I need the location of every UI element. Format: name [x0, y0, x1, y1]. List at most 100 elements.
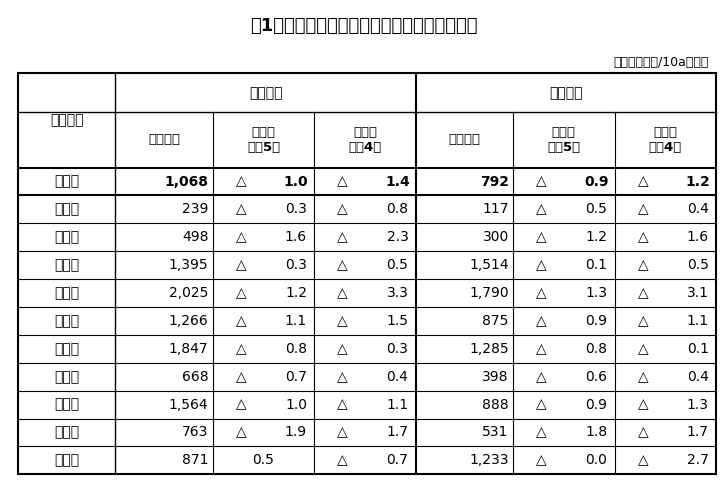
Text: 増減率
令和4年: 増減率 令和4年: [348, 126, 382, 154]
Text: 531: 531: [482, 426, 509, 440]
Text: △: △: [236, 314, 246, 328]
Text: 1.1: 1.1: [387, 398, 409, 412]
Text: 0.5: 0.5: [585, 202, 607, 216]
Text: 117: 117: [482, 202, 509, 216]
Text: △: △: [638, 342, 648, 356]
Text: 1,790: 1,790: [469, 286, 509, 300]
Text: △: △: [638, 369, 648, 384]
Text: 増減率
令和5年: 増減率 令和5年: [247, 126, 280, 154]
Text: △: △: [537, 314, 547, 328]
Text: （単位：千円/10a、％）: （単位：千円/10a、％）: [614, 56, 709, 69]
Text: 1.5: 1.5: [387, 314, 409, 328]
Text: 増減率
令和4年: 増減率 令和4年: [648, 126, 682, 154]
Text: 792: 792: [480, 174, 509, 188]
Text: 668: 668: [182, 369, 209, 384]
Text: 平均価格: 平均価格: [148, 133, 180, 146]
Text: 498: 498: [182, 230, 209, 244]
Text: 2.7: 2.7: [687, 454, 709, 468]
Text: △: △: [638, 426, 648, 440]
Text: 近　畿: 近 畿: [55, 342, 79, 356]
Text: 沖　縄: 沖 縄: [55, 454, 79, 468]
Text: △: △: [236, 426, 246, 440]
Text: 398: 398: [482, 369, 509, 384]
Text: 東　海: 東 海: [55, 286, 79, 300]
Text: 888: 888: [482, 398, 509, 412]
Text: △: △: [537, 369, 547, 384]
Text: 0.8: 0.8: [387, 202, 409, 216]
Text: 九　州: 九 州: [55, 426, 79, 440]
Text: △: △: [537, 174, 547, 188]
Text: 1.1: 1.1: [285, 314, 307, 328]
Text: 0.9: 0.9: [585, 314, 607, 328]
Text: 1.8: 1.8: [585, 426, 607, 440]
Text: 1.0: 1.0: [285, 398, 307, 412]
Text: △: △: [236, 202, 246, 216]
Text: △: △: [337, 230, 348, 244]
Text: 0.4: 0.4: [687, 369, 709, 384]
Text: 中　　畑: 中 畑: [549, 86, 582, 99]
Text: 1.6: 1.6: [285, 230, 307, 244]
Text: △: △: [236, 342, 246, 356]
Text: 0.1: 0.1: [687, 342, 709, 356]
Text: 0.3: 0.3: [285, 202, 307, 216]
Text: 0.8: 0.8: [285, 342, 307, 356]
Text: △: △: [236, 230, 246, 244]
Text: △: △: [638, 314, 648, 328]
Text: 1.3: 1.3: [687, 398, 709, 412]
Text: △: △: [337, 398, 348, 412]
Text: △: △: [337, 342, 348, 356]
Text: 関　東: 関 東: [55, 258, 79, 272]
Text: △: △: [537, 426, 547, 440]
Text: 1,285: 1,285: [469, 342, 509, 356]
Text: 1,233: 1,233: [469, 454, 509, 468]
Text: △: △: [537, 398, 547, 412]
Text: 1.3: 1.3: [585, 286, 607, 300]
Text: 1.9: 1.9: [285, 426, 307, 440]
Text: △: △: [337, 369, 348, 384]
Text: 1,847: 1,847: [169, 342, 209, 356]
Text: 871: 871: [182, 454, 209, 468]
Text: 北　信: 北 信: [55, 314, 79, 328]
Text: △: △: [537, 342, 547, 356]
Text: 1,564: 1,564: [169, 398, 209, 412]
Text: △: △: [337, 174, 348, 188]
Text: △: △: [337, 426, 348, 440]
Text: △: △: [236, 258, 246, 272]
Text: △: △: [537, 258, 547, 272]
Text: △: △: [337, 202, 348, 216]
Text: 1,395: 1,395: [169, 258, 209, 272]
Text: △: △: [236, 286, 246, 300]
Text: 東　北: 東 北: [55, 230, 79, 244]
Text: △: △: [236, 369, 246, 384]
Text: 北海道: 北海道: [55, 202, 79, 216]
Text: 1,514: 1,514: [469, 258, 509, 272]
Text: 2,025: 2,025: [169, 286, 209, 300]
Text: 239: 239: [182, 202, 209, 216]
Text: 表1　農地価格と対前年増減率（純農業地域）: 表1 農地価格と対前年増減率（純農業地域）: [250, 17, 477, 35]
Text: 平均価格: 平均価格: [449, 133, 481, 146]
Text: 1,266: 1,266: [169, 314, 209, 328]
Text: △: △: [537, 202, 547, 216]
Text: 3.1: 3.1: [687, 286, 709, 300]
Text: 1.1: 1.1: [687, 314, 709, 328]
Text: 0.5: 0.5: [387, 258, 409, 272]
Text: △: △: [638, 230, 648, 244]
Text: △: △: [537, 286, 547, 300]
Text: 0.1: 0.1: [585, 258, 607, 272]
Text: △: △: [337, 258, 348, 272]
Text: △: △: [537, 230, 547, 244]
Text: 875: 875: [482, 314, 509, 328]
Text: 1,068: 1,068: [164, 174, 209, 188]
Text: △: △: [638, 174, 648, 188]
Text: 1.6: 1.6: [687, 230, 709, 244]
Text: △: △: [638, 454, 648, 468]
Text: 1.0: 1.0: [284, 174, 308, 188]
Text: 0.9: 0.9: [584, 174, 608, 188]
Text: 1.2: 1.2: [285, 286, 307, 300]
Text: 1.4: 1.4: [385, 174, 410, 188]
Text: △: △: [537, 454, 547, 468]
Text: 四　国: 四 国: [55, 398, 79, 412]
Text: 1.2: 1.2: [585, 230, 607, 244]
Text: 0.3: 0.3: [387, 342, 409, 356]
Text: △: △: [337, 454, 348, 468]
